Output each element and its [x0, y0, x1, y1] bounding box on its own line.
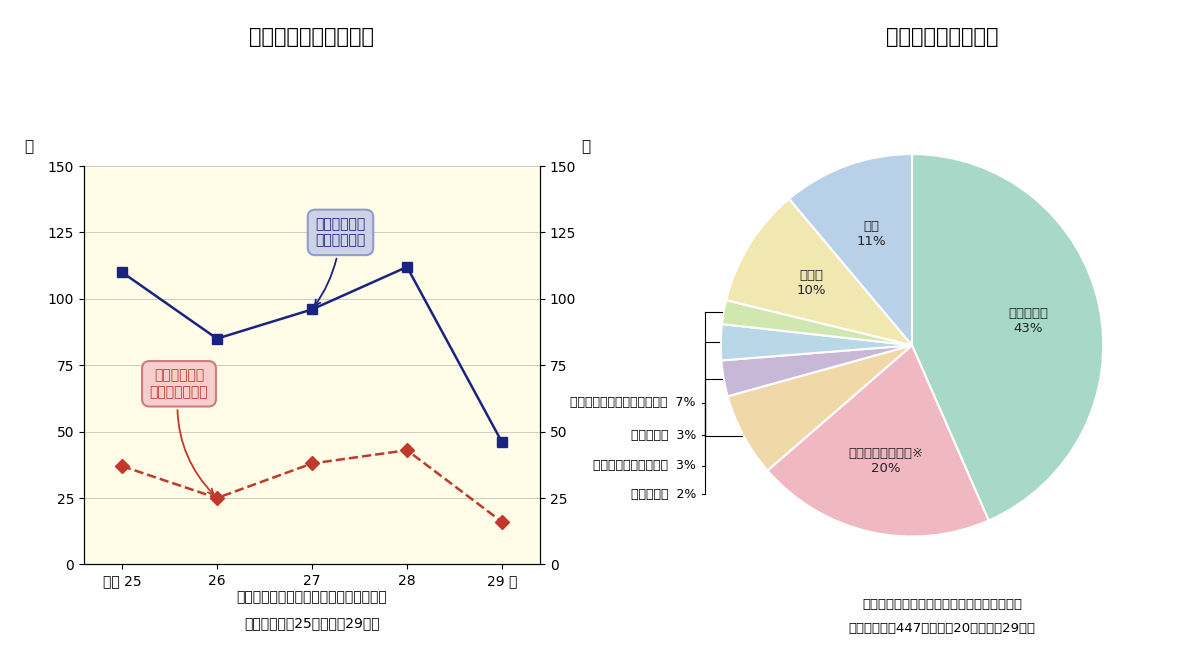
Wedge shape	[727, 345, 912, 471]
Text: テングタケ・イボテングタケ  7%: テングタケ・イボテングタケ 7%	[570, 396, 696, 409]
Text: クサウラベニタケ※
20%: クサウラベニタケ※ 20%	[848, 447, 923, 475]
Text: 件: 件	[25, 139, 34, 154]
Text: ツキヨタケ
43%: ツキヨタケ 43%	[1008, 307, 1048, 335]
Text: キノコ食中毒
発生件数（件）: キノコ食中毒 発生件数（件）	[150, 369, 214, 495]
Text: キノコ食中毒
患者数（人）: キノコ食中毒 患者数（人）	[314, 217, 366, 305]
Text: カキシメジ  2%: カキシメジ 2%	[630, 488, 696, 501]
Wedge shape	[912, 154, 1103, 521]
Wedge shape	[721, 324, 912, 361]
Text: オオシロカラカサタケ  3%: オオシロカラカサタケ 3%	[593, 459, 696, 472]
Wedge shape	[721, 345, 912, 396]
Text: 不明
11%: 不明 11%	[857, 220, 887, 248]
Text: その他
10%: その他 10%	[797, 269, 826, 297]
Text: （全国　平成25年～平成29年）: （全国 平成25年～平成29年）	[244, 616, 380, 631]
Text: 人: 人	[581, 139, 590, 154]
Text: ドクササコ  3%: ドクササコ 3%	[630, 429, 696, 442]
Wedge shape	[768, 345, 989, 537]
Text: キノコ食中毒発生状況: キノコ食中毒発生状況	[250, 27, 374, 47]
Text: 図１　キノコ食中毒件数と食中毒患者数: 図１ キノコ食中毒件数と食中毒患者数	[236, 590, 388, 604]
Wedge shape	[726, 199, 912, 345]
Wedge shape	[790, 154, 912, 345]
Wedge shape	[722, 300, 912, 345]
Text: （全国　総数447件　平成20年～平成29年）: （全国 総数447件 平成20年～平成29年）	[848, 622, 1036, 635]
Text: キノコ食中毒の原因: キノコ食中毒の原因	[886, 27, 998, 47]
Text: 図２　キノコ食中毒のキノコ種類別原因割合: 図２ キノコ食中毒のキノコ種類別原因割合	[862, 598, 1022, 611]
